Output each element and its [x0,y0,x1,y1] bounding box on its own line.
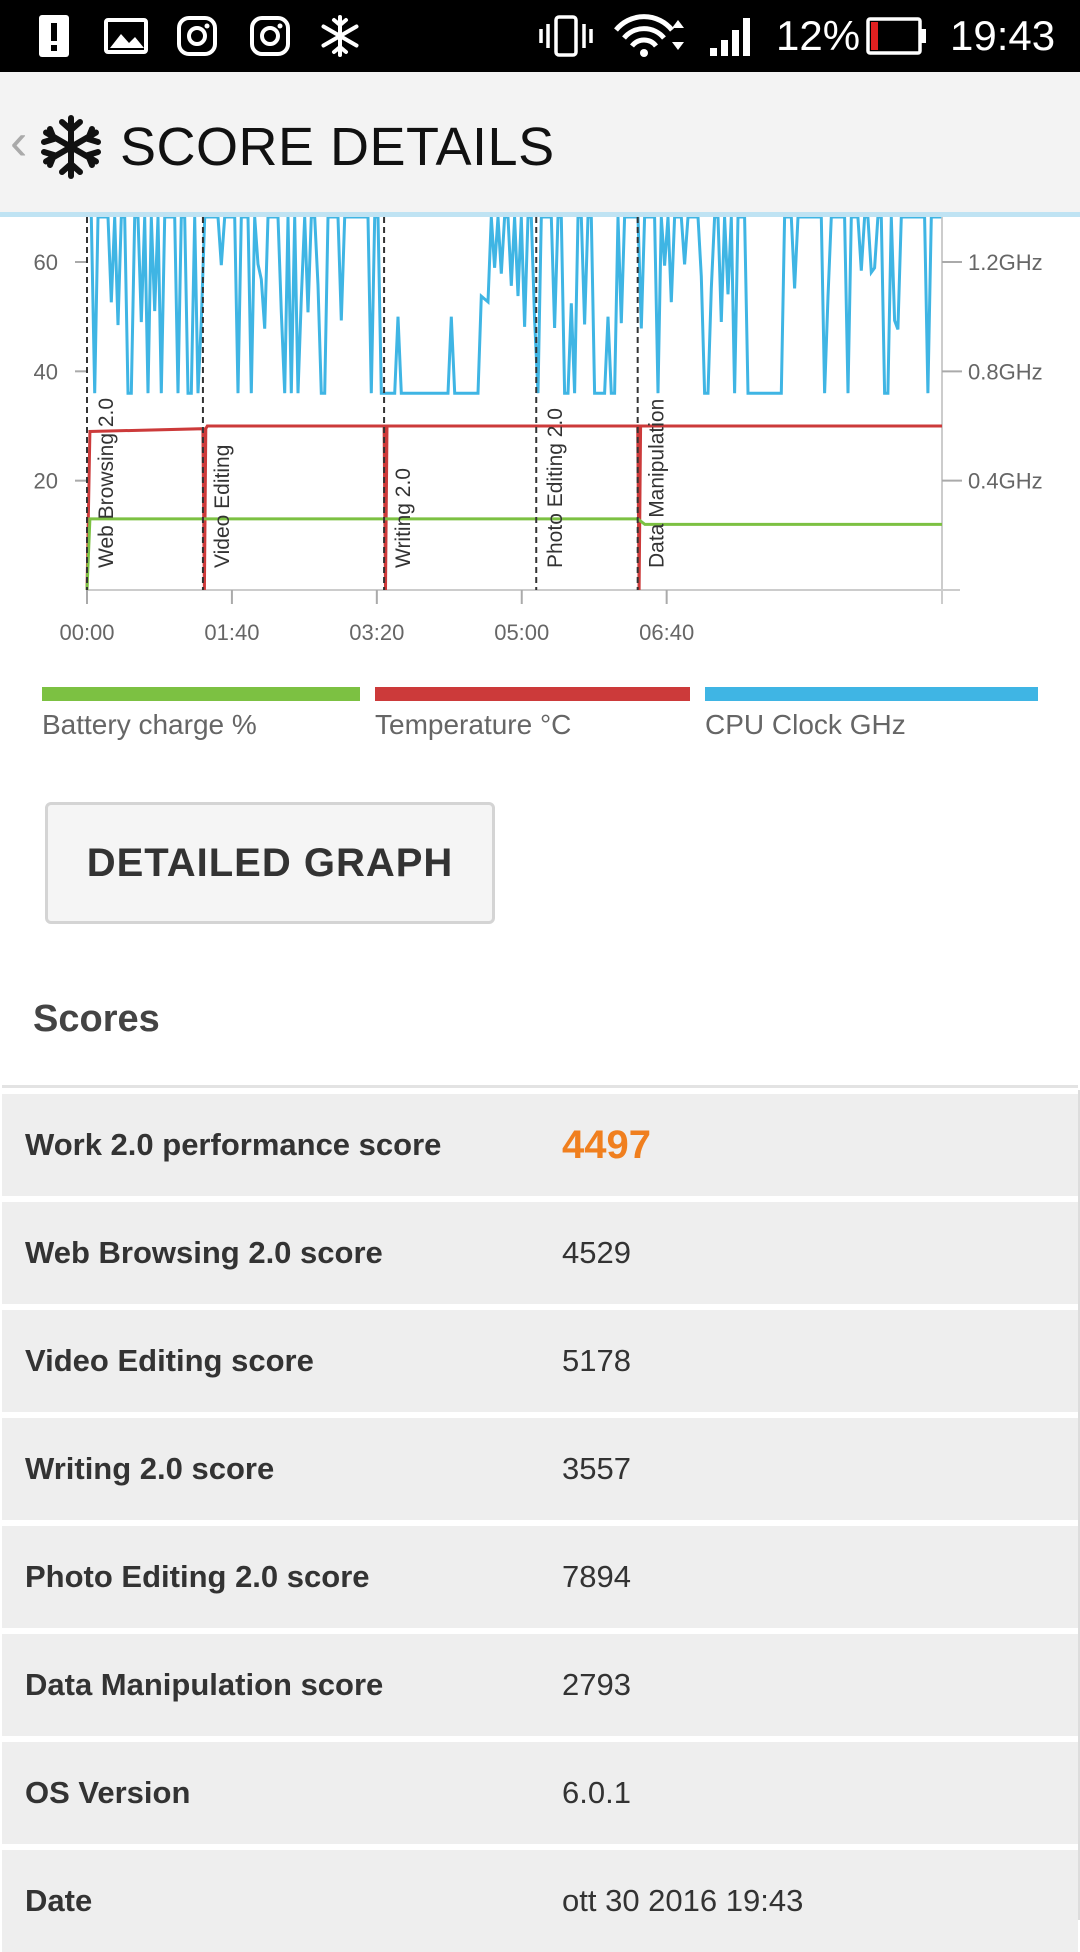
score-label: Data Manipulation score [25,1667,384,1702]
segment-label: Web Browsing 2.0 [95,398,118,568]
score-value: ott 30 2016 19:43 [562,1883,804,1918]
score-table: Work 2.0 performance score 4497 Web Brow… [2,1094,1078,1952]
score-row-web-browsing: Web Browsing 2.0 score 4529 [2,1202,1078,1304]
cpu-clock-line [89,217,942,395]
score-row-video-editing: Video Editing score 5178 [2,1310,1078,1412]
legend-swatch [375,687,690,701]
score-row-data-manipulation: Data Manipulation score 2793 [2,1634,1078,1736]
score-value: 7894 [562,1559,631,1594]
score-value: 2793 [562,1667,631,1702]
battery-percent: 12% [776,12,861,59]
score-value: 4529 [562,1235,631,1270]
y2-tick-label: 0.4GHz [968,469,1043,494]
legend-label: Temperature °C [375,709,572,740]
segment-label: Photo Editing 2.0 [544,408,567,568]
segment-label: Data Manipulation [646,399,669,568]
y-tick-label: 60 [34,250,58,275]
clock-time: 19:43 [950,12,1056,59]
section-divider [2,1085,1078,1088]
y2-tick-label: 0.8GHz [968,359,1043,384]
page-title: SCORE DETAILS [120,117,555,177]
score-value: 3557 [562,1451,631,1486]
snowflake-logo-icon[interactable] [38,114,104,180]
detailed-graph-button[interactable]: DETAILED GRAPH [45,802,495,924]
back-chevron-icon[interactable]: ‹ [10,113,28,171]
x-tick-label: 01:40 [204,620,259,645]
image-icon [104,14,148,58]
legend-battery: Battery charge % [42,687,360,747]
signal-icon [708,14,756,58]
score-row-work: Work 2.0 performance score 4497 [2,1094,1078,1196]
legend-label: CPU Clock GHz [705,709,906,740]
y-tick-label: 20 [34,469,58,494]
instagram-icon [175,14,219,58]
segment-label: Video Editing [211,445,234,568]
battery-icon [866,14,928,58]
score-value: 6.0.1 [562,1775,631,1810]
score-label: Work 2.0 performance score [25,1127,442,1162]
x-tick-label: 06:40 [639,620,694,645]
legend-temperature: Temperature °C [375,687,690,747]
x-tick-label: 05:00 [494,620,549,645]
y2-tick-label: 1.2GHz [968,250,1043,275]
score-label: OS Version [25,1775,191,1810]
score-row-photo-editing: Photo Editing 2.0 score 7894 [2,1526,1078,1628]
score-row-writing: Writing 2.0 score 3557 [2,1418,1078,1520]
alert-icon [36,14,72,58]
app-bar: ‹ SCORE DETAILS [0,72,1080,212]
instagram-icon [248,14,292,58]
score-row-os-version: OS Version 6.0.1 [2,1742,1078,1844]
score-value: 5178 [562,1343,631,1378]
x-tick-label: 00:00 [59,620,114,645]
score-label: Video Editing score [25,1343,314,1378]
app-bar-divider [0,212,1080,217]
x-tick-label: 03:20 [349,620,404,645]
scroll-edge [1078,1090,1080,1920]
score-label: Date [25,1883,93,1918]
legend-label: Battery charge % [42,709,257,740]
y-tick-label: 40 [34,359,58,384]
score-row-date: Date ott 30 2016 19:43 [2,1850,1078,1952]
overall-score-value: 4497 [562,1122,651,1167]
wifi-icon [612,14,692,58]
score-label: Photo Editing 2.0 score [25,1559,370,1594]
vibrate-icon [538,14,594,58]
score-label: Web Browsing 2.0 score [25,1235,383,1270]
segment-label: Writing 2.0 [392,468,415,568]
scores-section-title: Scores [33,998,160,1040]
score-label: Writing 2.0 score [25,1451,275,1486]
legend-cpu-clock: CPU Clock GHz [705,687,1038,747]
status-bar: 12% 19:43 [0,0,1080,72]
legend-swatch [42,687,360,701]
battery-test-chart: 20 40 60 0.4GHz 0.8GHz 1.2GHz 00:00 01:40 03:20 0… [34,217,1043,645]
legend-swatch [705,687,1038,701]
snowflake-icon [318,14,362,58]
